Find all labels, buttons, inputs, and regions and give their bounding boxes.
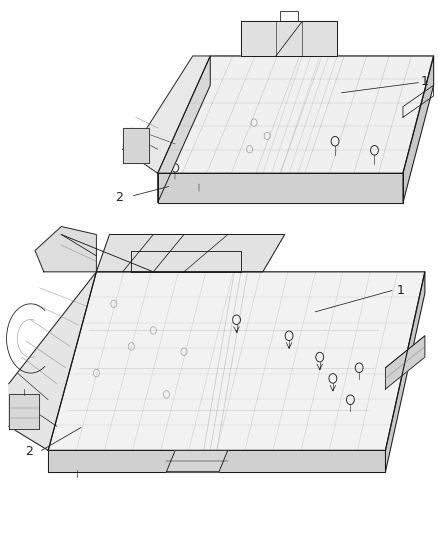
Polygon shape [158,56,434,173]
Text: 1: 1 [420,75,428,88]
Polygon shape [166,450,228,472]
Polygon shape [385,272,425,472]
Polygon shape [9,394,39,429]
Polygon shape [385,336,425,389]
Text: 2: 2 [25,446,33,458]
Text: 1: 1 [396,284,404,297]
Polygon shape [123,56,210,173]
Polygon shape [48,450,385,472]
Polygon shape [123,128,149,163]
Polygon shape [158,56,210,203]
Polygon shape [9,272,96,450]
Text: 2: 2 [115,191,123,204]
Polygon shape [158,173,403,203]
Polygon shape [403,56,434,203]
Polygon shape [35,227,96,272]
Polygon shape [48,272,425,450]
Polygon shape [241,21,337,56]
Polygon shape [96,235,285,272]
